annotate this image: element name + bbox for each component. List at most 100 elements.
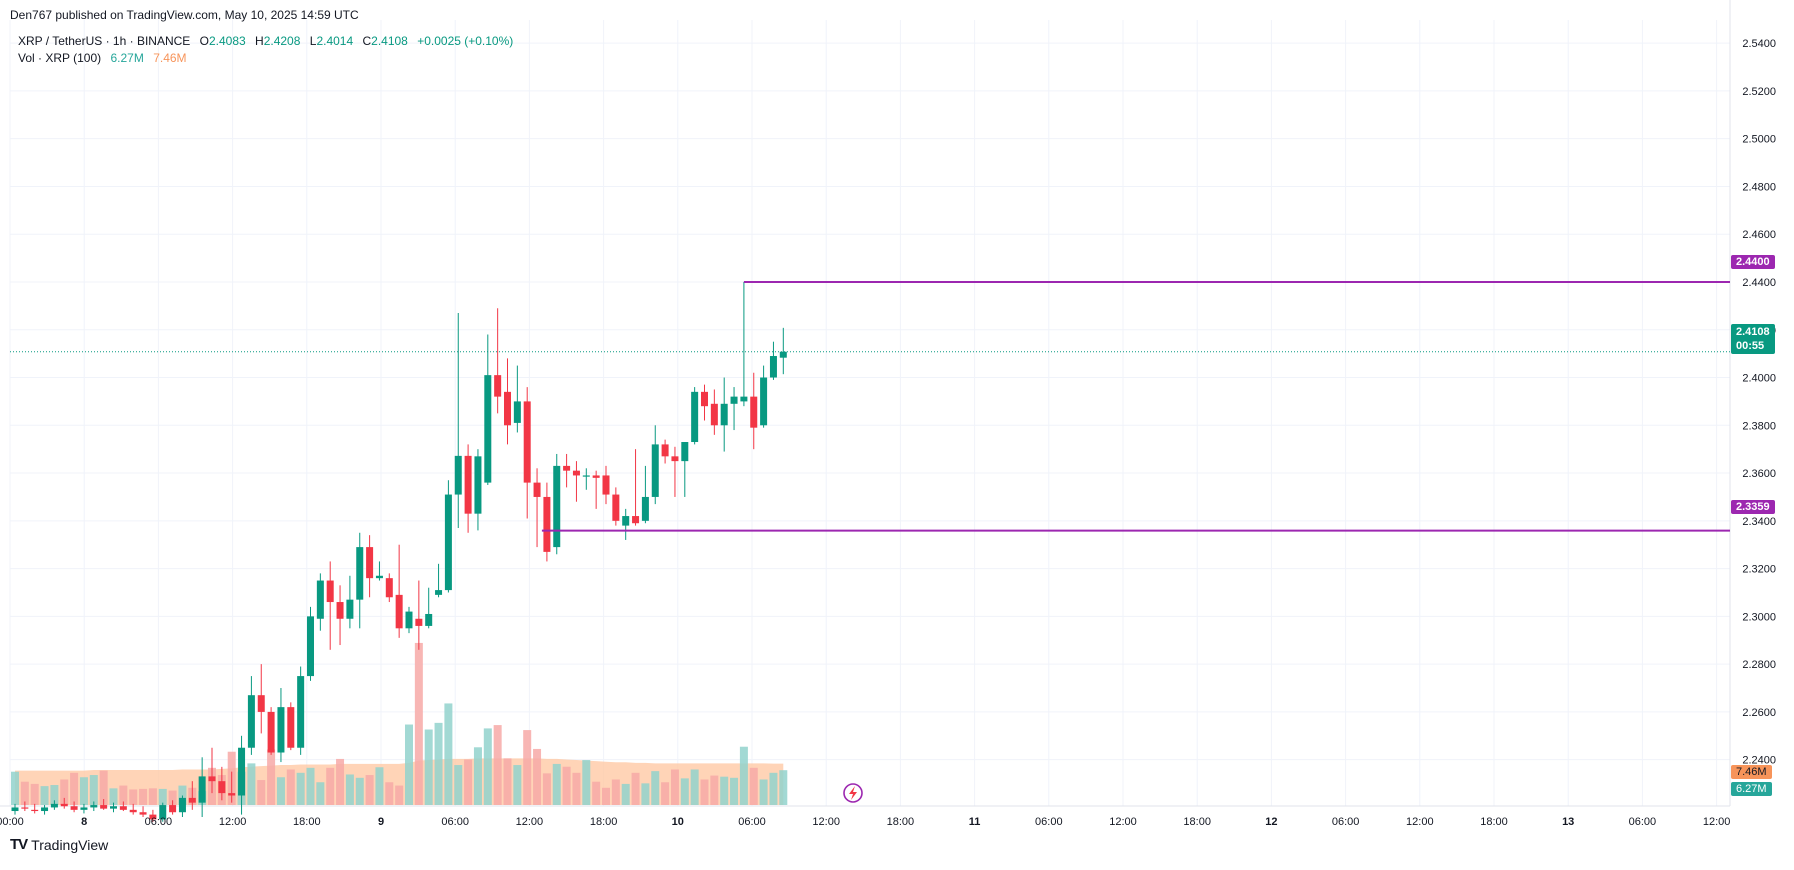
volume-bar [267,749,276,805]
time-tick-label: 18:00 [1183,816,1211,828]
publisher-caption: Den767 published on TradingView.com, May… [10,8,359,22]
time-tick-label: 18:00 [293,816,321,828]
time-tick-label: 06:00 [145,816,173,828]
candle-body [543,496,551,552]
volume-bar [178,785,187,805]
candle-body [513,401,521,423]
close-value: 2.4108 [371,34,408,48]
candle-body [129,809,137,813]
time-tick-label: 12:00 [1406,816,1434,828]
volume-bar [680,778,689,805]
volume-bar [326,767,335,805]
volume-bar [523,730,532,805]
time-tick-label: 11 [969,816,981,828]
volume-bar [79,777,88,805]
candle-body [31,809,39,812]
tradingview-brand: TradingView [31,836,109,853]
candle-body [750,396,758,428]
candle-body [385,578,393,598]
candle-body [740,396,748,402]
high-value: 2.4208 [263,34,301,48]
candle-body [444,494,452,591]
replay-icon[interactable] [843,783,863,803]
candle-body [178,797,186,813]
time-tick-label: 12:00 [516,816,544,828]
price-tick-label: 2.3000 [1742,611,1776,623]
volume-bar [158,788,167,805]
horizontal-levels[interactable] [10,280,1730,532]
volume-bar [129,789,138,805]
open-label: O [199,34,209,48]
candle-body [70,806,78,810]
symbol-legend[interactable]: XRP / TetherUS · 1h · BINANCE O2.4083 H2… [18,34,513,48]
volume-bar [651,771,660,805]
volume-bar [296,772,305,805]
volume-bar [464,759,473,805]
candle-body [582,475,590,477]
tradingview-logo-icon: TV [10,836,28,853]
candle-body [622,516,630,526]
volume-bar [434,722,443,805]
low-label: L [309,34,317,48]
candle-body [277,707,285,753]
candle-body [395,594,403,629]
candle-body [760,377,768,426]
volume-bar [306,767,315,805]
volume-bar [552,763,561,805]
volume-bar [148,788,157,805]
candle-body [139,812,147,815]
volume-bar [749,767,758,805]
time-axis[interactable]: 00:00 8 06:00 12:00 18:00 9 06:00 12:00 18:00 10 0… [0,816,1730,828]
time-tick-label: 12:00 [812,816,840,828]
volume-bar [395,785,404,805]
time-tick-label: 12:00 [219,816,247,828]
candle-body [297,676,305,748]
candle-body [415,618,423,626]
volume-bar [611,779,620,805]
time-tick-label: 18:00 [887,816,915,828]
candle-body [494,375,502,397]
volume-bar [769,772,778,805]
price-axis[interactable]: 2.54002.52002.50002.48002.46002.44002.42… [1742,38,1776,767]
volume-bar [513,765,522,805]
volume-ma-tag: 7.46M [1731,765,1772,779]
time-tick-label: 06:00 [1035,816,1063,828]
candle-body [474,456,482,514]
volume-ma-area [15,758,784,805]
price-tick-label: 2.4800 [1742,181,1776,193]
volume-bar [11,771,19,805]
candle-body [366,547,374,579]
volume-indicator-name[interactable]: Vol · XRP (100) [18,51,102,65]
volume-bar [139,788,148,805]
candle-body [80,807,88,810]
candle-body [730,396,738,404]
time-tick-label: 00:00 [0,816,24,828]
volume-bar [779,770,788,805]
candle-body [435,590,443,595]
price-tick-label: 2.5000 [1742,134,1776,146]
price-tick-label: 2.4600 [1742,229,1776,241]
volume-bar [700,779,709,805]
volume-bar [759,779,768,805]
volume-bar [20,781,29,805]
candle-body [681,442,689,462]
time-tick-label: 9 [378,816,384,828]
volume-bar [109,788,118,805]
volume-bar [592,781,601,805]
volume-bar [444,703,453,805]
volume-legend[interactable]: Vol · XRP (100) 6.27M 7.46M [18,51,187,65]
price-tick-label: 2.2800 [1742,659,1776,671]
candle-body [612,494,620,521]
symbol-name[interactable]: XRP / TetherUS · 1h · BINANCE [18,34,191,48]
volume-bar [473,747,482,805]
volume-bar [730,777,739,805]
candle-body [553,465,561,548]
candle-body [149,814,157,820]
candle-body [651,444,659,497]
candle-body [326,580,334,603]
candle-body [602,475,610,495]
tradingview-footer[interactable]: TV TradingView [10,836,108,853]
time-tick-label: 12 [1265,816,1277,828]
candle-body [336,602,344,619]
